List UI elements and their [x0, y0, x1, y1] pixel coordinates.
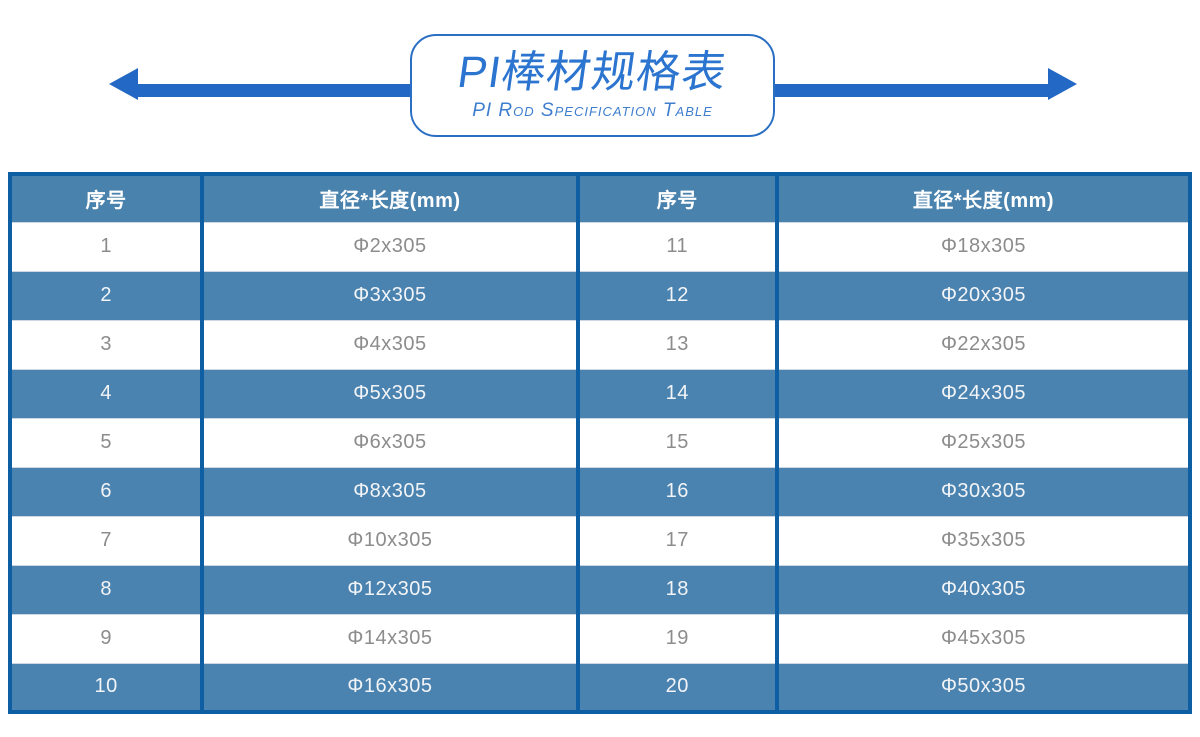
spec-table-head: 序号 直径*长度(mm) 序号 直径*长度(mm) [7, 174, 1193, 222]
serial-cell: 3 [7, 319, 205, 369]
column-header-serial-left: 序号 [7, 174, 205, 222]
spec-cell: Φ14x305 [200, 613, 580, 663]
spec-cell: Φ25x305 [774, 417, 1193, 467]
title-banner: PI棒材规格表 PI Rod Specification Table [410, 34, 775, 137]
serial-cell: 9 [7, 613, 205, 663]
serial-cell: 10 [7, 662, 205, 712]
spec-cell: Φ30x305 [774, 466, 1193, 516]
left-arrow-shaft [135, 84, 415, 97]
left-arrowhead-icon [109, 68, 138, 100]
spec-table: 序号 直径*长度(mm) 序号 直径*长度(mm) 1 Φ2x305 11 Φ18x3… [7, 172, 1193, 714]
table-row: 3 Φ4x305 13 Φ22x305 [7, 319, 1193, 369]
right-arrow-shaft [771, 84, 1051, 97]
serial-cell: 2 [7, 270, 205, 320]
spec-cell: Φ24x305 [774, 368, 1193, 418]
table-row: 2 Φ3x305 12 Φ20x305 [7, 270, 1193, 320]
serial-cell: 15 [575, 417, 779, 467]
spec-cell: Φ10x305 [200, 515, 580, 565]
serial-cell: 17 [575, 515, 779, 565]
spec-cell: Φ6x305 [200, 417, 580, 467]
spec-cell: Φ20x305 [774, 270, 1193, 320]
spec-cell: Φ22x305 [774, 319, 1193, 369]
table-row: 9 Φ14x305 19 Φ45x305 [7, 613, 1193, 663]
serial-cell: 16 [575, 466, 779, 516]
serial-cell: 11 [575, 221, 779, 271]
spec-cell: Φ8x305 [200, 466, 580, 516]
left-arrow-icon [109, 68, 415, 100]
serial-cell: 5 [7, 417, 205, 467]
serial-cell: 7 [7, 515, 205, 565]
serial-cell: 19 [575, 613, 779, 663]
table-row: 4 Φ5x305 14 Φ24x305 [7, 368, 1193, 418]
spec-cell: Φ2x305 [200, 221, 580, 271]
right-arrowhead-icon [1048, 68, 1077, 100]
serial-cell: 18 [575, 564, 779, 614]
spec-cell: Φ40x305 [774, 564, 1193, 614]
column-header-size-right: 直径*长度(mm) [774, 174, 1193, 222]
serial-cell: 4 [7, 368, 205, 418]
spec-table-body: 1 Φ2x305 11 Φ18x305 2 Φ3x305 12 Φ20x305 3 Φ4x305 1… [7, 221, 1193, 712]
page-title: PI棒材规格表 [454, 47, 731, 97]
spec-cell: Φ16x305 [200, 662, 580, 712]
serial-cell: 6 [7, 466, 205, 516]
column-header-size-left: 直径*长度(mm) [200, 174, 580, 222]
column-header-serial-right: 序号 [575, 174, 779, 222]
header-area: PI棒材规格表 PI Rod Specification Table [0, 0, 1200, 170]
table-row: 5 Φ6x305 15 Φ25x305 [7, 417, 1193, 467]
spec-cell: Φ12x305 [200, 564, 580, 614]
table-row: 6 Φ8x305 16 Φ30x305 [7, 466, 1193, 516]
spec-cell: Φ3x305 [200, 270, 580, 320]
serial-cell: 12 [575, 270, 779, 320]
spec-cell: Φ4x305 [200, 319, 580, 369]
spec-table-wrap: 序号 直径*长度(mm) 序号 直径*长度(mm) 1 Φ2x305 11 Φ18x3… [7, 172, 1193, 714]
right-arrow-icon [771, 68, 1077, 100]
table-row: 10 Φ16x305 20 Φ50x305 [7, 662, 1193, 712]
spec-cell: Φ18x305 [774, 221, 1193, 271]
table-row: 7 Φ10x305 17 Φ35x305 [7, 515, 1193, 565]
spec-cell: Φ5x305 [200, 368, 580, 418]
header-row: 序号 直径*长度(mm) 序号 直径*长度(mm) [7, 174, 1193, 222]
serial-cell: 20 [575, 662, 779, 712]
serial-cell: 8 [7, 564, 205, 614]
spec-cell: Φ50x305 [774, 662, 1193, 712]
spec-cell: Φ45x305 [774, 613, 1193, 663]
serial-cell: 1 [7, 221, 205, 271]
serial-cell: 14 [575, 368, 779, 418]
spec-cell: Φ35x305 [774, 515, 1193, 565]
page-subtitle: PI Rod Specification Table [472, 100, 713, 122]
serial-cell: 13 [575, 319, 779, 369]
table-row: 8 Φ12x305 18 Φ40x305 [7, 564, 1193, 614]
table-row: 1 Φ2x305 11 Φ18x305 [7, 221, 1193, 271]
